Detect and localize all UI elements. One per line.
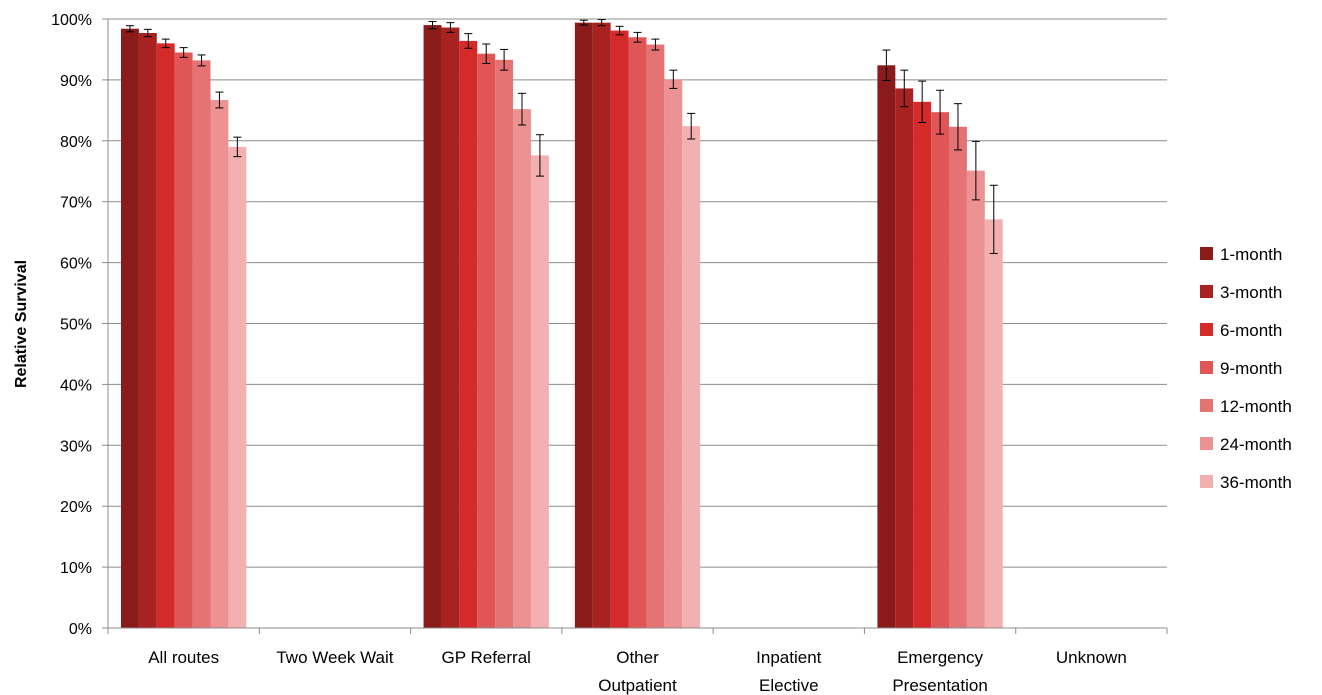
bar-36-month xyxy=(530,155,549,628)
legend: 1-month 3-month 6-month 9-month 12-month 24-m… xyxy=(1200,245,1292,492)
legend-swatch xyxy=(1200,247,1213,260)
x-category-label: Outpatient xyxy=(598,676,677,695)
legend-swatch xyxy=(1200,323,1213,336)
x-category-label: Two Week Wait xyxy=(276,648,393,667)
bar-1-month xyxy=(877,65,896,628)
bar-3-month xyxy=(441,27,460,628)
bar-24-month xyxy=(664,79,683,628)
bars xyxy=(120,22,1003,629)
x-category-label: Inpatient xyxy=(756,648,821,667)
bar-9-month xyxy=(628,37,647,628)
bar-24-month xyxy=(966,170,985,629)
y-tick-label: 0% xyxy=(69,621,92,638)
bar-3-month xyxy=(138,33,157,628)
y-axis-title: Relative Survival xyxy=(13,260,30,388)
bar-6-month xyxy=(459,40,478,628)
x-category-label: Elective xyxy=(759,676,819,695)
bar-12-month xyxy=(646,44,665,628)
legend-label: 1-month xyxy=(1220,245,1282,264)
y-tick-labels: 0% 10% 20% 30% 40% 50% 60% 70% 80% 90% 100% xyxy=(51,12,92,638)
legend-label: 12-month xyxy=(1220,397,1292,416)
bar-3-month xyxy=(895,88,914,628)
bar-36-month xyxy=(228,146,247,628)
bar-6-month xyxy=(156,43,175,629)
bar-6-month xyxy=(610,30,629,629)
y-tick-label: 70% xyxy=(60,195,92,212)
x-category-label: GP Referral xyxy=(441,648,530,667)
bar-6-month xyxy=(913,101,932,629)
y-tick-label: 80% xyxy=(60,134,92,151)
bar-12-month xyxy=(192,60,211,629)
y-tick-label: 90% xyxy=(60,73,92,90)
bar-12-month xyxy=(495,59,514,629)
x-category-label: Presentation xyxy=(892,676,987,695)
bar-36-month xyxy=(682,126,701,629)
x-category-labels: All routes Two Week Wait GP Referral Other O… xyxy=(148,648,1127,695)
bar-9-month xyxy=(477,53,496,628)
y-tick-label: 50% xyxy=(60,317,92,334)
bar-1-month xyxy=(574,22,593,629)
y-tick-label: 100% xyxy=(51,12,92,29)
y-tick-label: 30% xyxy=(60,438,92,455)
bar-1-month xyxy=(120,28,139,628)
legend-swatch xyxy=(1200,437,1213,450)
legend-label: 24-month xyxy=(1220,435,1292,454)
legend-label: 3-month xyxy=(1220,283,1282,302)
legend-swatch xyxy=(1200,285,1213,298)
legend-swatch xyxy=(1200,361,1213,374)
bar-1-month xyxy=(423,25,442,628)
error-bars xyxy=(125,19,998,254)
legend-label: 36-month xyxy=(1220,473,1292,492)
bar-9-month xyxy=(174,52,193,629)
bar-24-month xyxy=(513,109,531,628)
bar-9-month xyxy=(931,112,950,628)
x-category-label: Other xyxy=(616,648,659,667)
axes xyxy=(102,18,1168,634)
y-tick-label: 40% xyxy=(60,377,92,394)
y-tick-label: 20% xyxy=(60,499,92,516)
y-tick-label: 10% xyxy=(60,560,92,577)
legend-swatch xyxy=(1200,475,1213,488)
bar-3-month xyxy=(592,22,611,629)
bar-24-month xyxy=(210,99,229,628)
legend-label: 9-month xyxy=(1220,359,1282,378)
x-category-label: All routes xyxy=(148,648,219,667)
y-tick-label: 60% xyxy=(60,256,92,273)
bar-36-month xyxy=(984,219,1003,628)
x-category-label: Emergency xyxy=(897,648,983,667)
legend-swatch xyxy=(1200,399,1213,412)
x-category-label: Unknown xyxy=(1056,648,1127,667)
legend-label: 6-month xyxy=(1220,321,1282,340)
bar-12-month xyxy=(949,126,967,628)
